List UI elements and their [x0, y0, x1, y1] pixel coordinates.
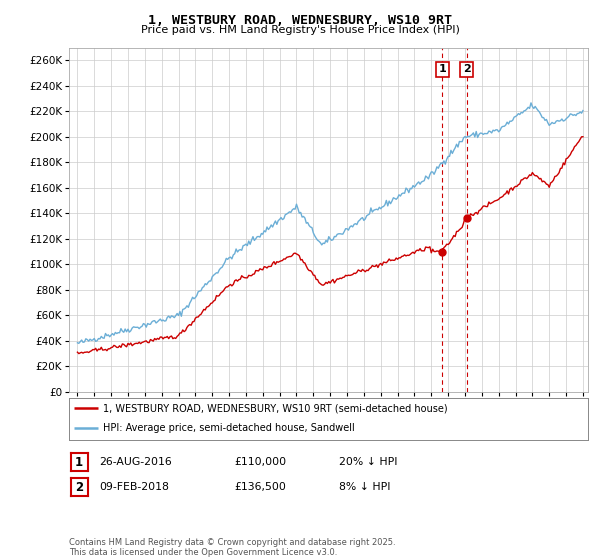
Text: 09-FEB-2018: 09-FEB-2018 — [99, 482, 169, 492]
Text: 2: 2 — [463, 64, 470, 74]
Text: 8% ↓ HPI: 8% ↓ HPI — [339, 482, 391, 492]
Text: 1, WESTBURY ROAD, WEDNESBURY, WS10 9RT: 1, WESTBURY ROAD, WEDNESBURY, WS10 9RT — [148, 14, 452, 27]
Text: Contains HM Land Registry data © Crown copyright and database right 2025.
This d: Contains HM Land Registry data © Crown c… — [69, 538, 395, 557]
Text: 2: 2 — [75, 480, 83, 494]
Text: £136,500: £136,500 — [234, 482, 286, 492]
Text: £110,000: £110,000 — [234, 457, 286, 467]
Text: 26-AUG-2016: 26-AUG-2016 — [99, 457, 172, 467]
Text: Price paid vs. HM Land Registry's House Price Index (HPI): Price paid vs. HM Land Registry's House … — [140, 25, 460, 35]
Text: HPI: Average price, semi-detached house, Sandwell: HPI: Average price, semi-detached house,… — [103, 423, 355, 433]
Text: 1: 1 — [75, 455, 83, 469]
Text: 1: 1 — [439, 64, 446, 74]
Text: 1, WESTBURY ROAD, WEDNESBURY, WS10 9RT (semi-detached house): 1, WESTBURY ROAD, WEDNESBURY, WS10 9RT (… — [103, 403, 448, 413]
Text: 20% ↓ HPI: 20% ↓ HPI — [339, 457, 397, 467]
